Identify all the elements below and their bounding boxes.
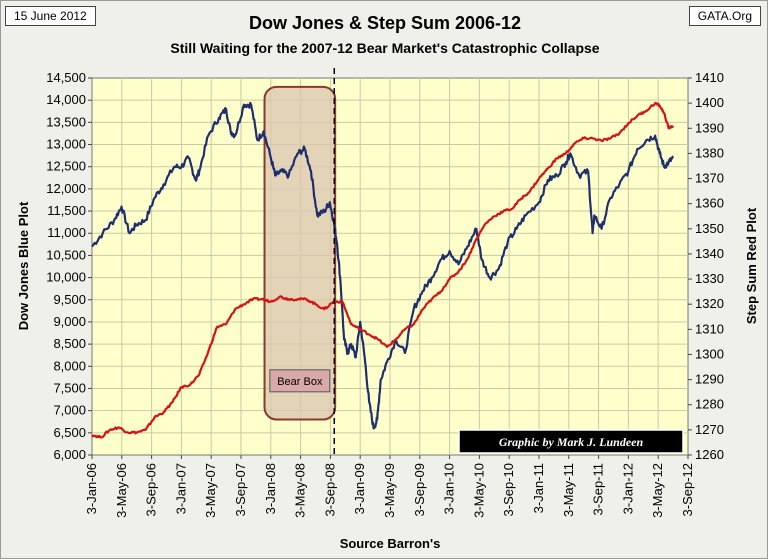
left-tick-label: 12,000: [46, 181, 86, 196]
date-label: 15 June 2012: [5, 6, 96, 26]
x-tick-label: 3-Jan-12: [620, 463, 635, 514]
left-tick-label: 8,000: [53, 358, 86, 373]
credit-label: Graphic by Mark J. Lundeen: [499, 435, 644, 449]
right-tick-label: 1380: [695, 145, 724, 160]
right-tick-label: 1320: [695, 296, 724, 311]
left-tick-label: 11,500: [47, 203, 86, 218]
left-axis-ticks: 6,000 6,500 7,000 7,500 8,000 8,500 9,000 9,500…: [46, 70, 92, 462]
x-tick-label: 3-Jan-11: [531, 463, 546, 513]
x-tick-label: 3-Jan-06: [84, 463, 99, 514]
left-tick-label: 12,500: [46, 159, 86, 174]
right-tick-label: 1290: [695, 372, 724, 387]
left-tick-label: 7,000: [53, 403, 86, 418]
right-tick-label: 1370: [695, 171, 724, 186]
left-tick-label: 6,000: [53, 447, 86, 462]
left-tick-label: 8,500: [53, 336, 86, 351]
left-tick-label: 14,500: [46, 70, 86, 85]
bear-box-label-bg: [269, 369, 331, 393]
right-axis-title: Step Sum Red Plot: [744, 207, 759, 324]
right-tick-label: 1280: [695, 397, 724, 412]
x-tick-label: 3-Sep-11: [591, 463, 606, 516]
right-tick-label: 1270: [695, 422, 724, 437]
right-axis-ticks: 1260 1270 1280 1290 1300 1310 1320 1330 1340 1350…: [688, 70, 724, 462]
left-tick-label: 11,000: [47, 225, 86, 240]
x-tick-label: 3-Sep-08: [322, 463, 337, 516]
x-tick-label: 3-May-10: [471, 463, 486, 518]
x-tick-label: 3-May-11: [561, 463, 576, 517]
bear-box: Bear Box: [263, 85, 337, 421]
left-tick-label: 13,000: [46, 137, 86, 152]
x-tick-label: 3-Sep-06: [144, 463, 159, 516]
series-line-step-sum: [91, 101, 675, 439]
x-tick-label: 3-Jan-09: [352, 463, 367, 514]
x-axis-title: Source Barron's: [340, 536, 441, 551]
right-tick-label: 1330: [695, 271, 724, 286]
x-tick-label: 3-Sep-12: [680, 463, 695, 516]
x-tick-label: 3-May-07: [203, 463, 218, 518]
right-tick-label: 1360: [695, 196, 724, 211]
source-label: GATA.Org: [688, 6, 761, 26]
bear-box-label: Bear Box: [277, 376, 323, 388]
right-tick-label: 1300: [695, 346, 724, 361]
left-tick-label: 9,000: [53, 314, 86, 329]
right-tick-label: 1400: [695, 95, 724, 110]
chart-title: Dow Jones & Step Sum 2006-12: [248, 13, 522, 33]
x-tick-label: 3-Sep-09: [412, 463, 427, 516]
right-tick-label: 1340: [695, 246, 724, 261]
left-tick-label: 9,500: [53, 292, 86, 307]
gridlines: [92, 78, 688, 455]
left-tick-label: 7,500: [53, 380, 86, 395]
x-tick-label: 3-May-06: [114, 463, 129, 518]
left-tick-label: 13,500: [46, 114, 86, 129]
right-tick-label: 1310: [695, 321, 724, 336]
right-tick-label: 1260: [695, 447, 724, 462]
x-tick-label: 3-May-12: [650, 463, 665, 518]
right-tick-label: 1410: [695, 70, 724, 85]
x-tick-label: 3-May-08: [293, 463, 308, 518]
x-axis-ticks: 3-Jan-06 3-May-06 3-Sep-06 3-Jan-07 3-May-07…: [84, 455, 695, 518]
series-lines: [91, 101, 675, 439]
left-tick-label: 10,000: [46, 270, 86, 285]
chart-subtitle: Still Waiting for the 2007-12 Bear Marke…: [170, 40, 600, 56]
x-tick-label: 3-May-09: [382, 463, 397, 518]
x-tick-label: 3-Jan-08: [263, 463, 278, 514]
right-tick-label: 1390: [695, 120, 724, 135]
left-tick-label: 14,000: [46, 92, 86, 107]
right-tick-label: 1350: [695, 221, 724, 236]
x-tick-label: 3-Jan-07: [173, 463, 188, 514]
x-tick-label: 3-Sep-10: [501, 463, 516, 516]
x-tick-label: 3-Sep-07: [233, 463, 248, 516]
left-tick-label: 6,500: [53, 425, 86, 440]
left-tick-label: 10,500: [46, 247, 86, 262]
x-tick-label: 3-Jan-10: [442, 463, 457, 514]
credit-box: [458, 429, 684, 454]
left-axis-title: Dow Jones Blue Plot: [16, 201, 31, 330]
series-line-dow-jones: [91, 101, 675, 430]
